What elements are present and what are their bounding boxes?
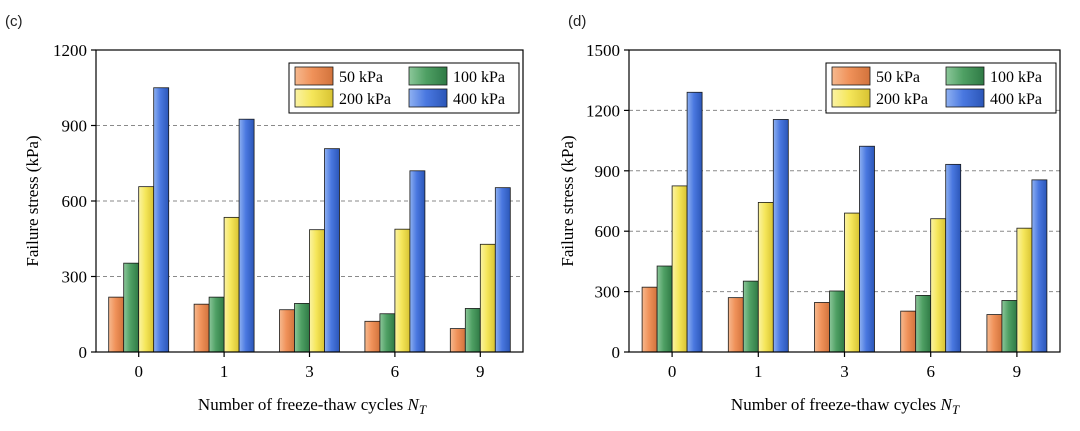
panel-label: (d) [568,13,586,30]
bar-400kpa-cat-6 [945,163,962,353]
bar-200kpa-cat-3 [844,212,860,353]
bar-50kpa-cat-0 [641,286,658,353]
legend-swatch [831,88,871,108]
legend-swatch [408,88,448,108]
bar-200kpa-cat-3 [309,229,325,353]
bar-50kpa-cat-9 [449,328,466,353]
y-tick-label: 1200 [586,101,620,120]
legend: 50 kPa 100 kPa 200 kPa 400 kPa [288,62,520,114]
bar-200kpa-cat-9 [479,243,496,353]
chart-panel-0: (c) 0 300 600 900 1200 0 1 3 6 9 Failure stress (kP… [5,13,524,417]
x-tick-label: 6 [926,362,935,381]
legend-swatch [945,66,985,86]
bar-100kpa-cat-6 [379,313,396,353]
legend-swatch [945,88,985,108]
legend-label: 200 kPa [339,91,391,108]
bar-50kpa-cat-3 [814,302,830,353]
bar-100kpa-cat-3 [294,303,310,353]
bar-50kpa-cat-6 [364,320,381,353]
bar-200kpa-cat-1 [757,202,774,353]
legend-label: 400 kPa [990,91,1042,108]
legend-swatch [831,66,871,86]
bar-100kpa-cat-1 [208,296,225,353]
y-axis-label: Failure stress (kPa) [23,135,42,266]
chart-panel-1: (d) 0 300 600 900 1200 1500 0 1 3 6 9 Failure stress… [558,13,1061,417]
legend-swatch [294,66,334,86]
bar-50kpa-cat-3 [279,309,295,353]
x-axis-label: Number of freeze-thaw cycles NT [198,395,427,417]
y-tick-label: 0 [612,343,621,362]
bar-400kpa-cat-0 [153,87,170,353]
legend-label: 100 kPa [453,69,505,86]
y-tick-label: 1200 [53,41,87,60]
y-tick-label: 300 [595,283,621,302]
y-tick-label: 600 [62,192,88,211]
legend: 50 kPa 100 kPa 200 kPa 400 kPa [825,62,1057,114]
legend-swatch [408,66,448,86]
bar-100kpa-cat-6 [915,295,932,353]
legend-label: 400 kPa [453,91,505,108]
bar-100kpa-cat-3 [829,290,845,353]
bar-100kpa-cat-1 [742,280,759,353]
bar-50kpa-cat-1 [727,297,744,353]
bar-200kpa-cat-0 [671,185,688,353]
bar-100kpa-cat-0 [656,265,673,353]
x-tick-label: 6 [391,362,400,381]
panel-label: (c) [5,13,23,30]
bar-200kpa-cat-0 [138,186,155,353]
bar-100kpa-cat-0 [123,262,140,353]
legend-label: 50 kPa [339,69,383,86]
bar-400kpa-cat-6 [409,170,426,353]
bar-400kpa-cat-3 [859,145,875,353]
bar-50kpa-cat-1 [193,303,210,353]
bar-50kpa-cat-6 [900,310,917,353]
bar-200kpa-cat-6 [394,228,411,353]
bar-400kpa-cat-1 [238,118,255,353]
legend-swatch [294,88,334,108]
bar-400kpa-cat-0 [686,91,703,353]
x-tick-label: 3 [840,362,849,381]
bar-400kpa-cat-9 [1031,179,1048,353]
y-tick-label: 600 [595,222,621,241]
bar-400kpa-cat-9 [494,187,511,353]
legend-label: 100 kPa [990,69,1042,86]
x-axis-label: Number of freeze-thaw cycles NT [731,395,960,417]
x-tick-label: 9 [1013,362,1022,381]
y-axis-label: Failure stress (kPa) [558,135,577,266]
bar-200kpa-cat-1 [223,216,240,353]
x-tick-label: 1 [754,362,763,381]
y-tick-label: 900 [595,162,621,181]
bar-200kpa-cat-6 [930,218,947,353]
x-tick-label: 3 [305,362,314,381]
bar-100kpa-cat-9 [1001,300,1018,353]
x-tick-label: 0 [668,362,677,381]
x-tick-label: 9 [476,362,485,381]
bar-50kpa-cat-0 [108,296,125,353]
y-tick-label: 1500 [586,41,620,60]
bar-400kpa-cat-3 [324,148,340,353]
y-tick-label: 300 [62,268,88,287]
bar-50kpa-cat-9 [986,314,1003,353]
bar-400kpa-cat-1 [772,119,789,353]
bar-200kpa-cat-9 [1016,227,1033,353]
y-tick-label: 0 [79,343,88,362]
legend-label: 50 kPa [876,69,920,86]
y-tick-label: 900 [62,117,88,136]
x-tick-label: 0 [134,362,143,381]
bar-100kpa-cat-9 [464,308,481,353]
legend-label: 200 kPa [876,91,928,108]
x-tick-label: 1 [220,362,229,381]
